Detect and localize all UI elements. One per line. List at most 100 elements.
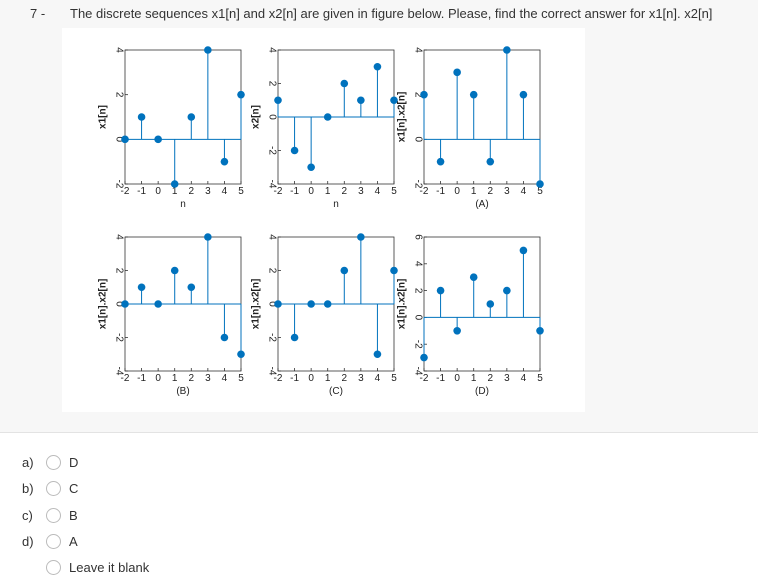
x-tick-label: 4: [375, 373, 381, 384]
stem-marker: [237, 90, 245, 99]
x-axis-label: (D): [475, 386, 489, 397]
option[interactable]: Leave it blank: [22, 560, 149, 575]
x-tick-label: 0: [308, 186, 314, 197]
y-tick-label: 2: [266, 81, 277, 87]
stem-marker: [204, 233, 212, 241]
y-axis-label: x1[n].x2[n]: [397, 92, 408, 143]
x-tick-label: 5: [537, 373, 543, 384]
stem-marker: [469, 90, 478, 99]
x-tick-label: 5: [391, 186, 397, 197]
stem-marker: [323, 300, 332, 308]
x-tick-label: 2: [189, 373, 195, 384]
stem-marker: [170, 266, 179, 275]
x-tick-label: 5: [238, 373, 244, 384]
stem-marker: [357, 233, 365, 241]
x-tick-label: 4: [222, 186, 228, 197]
x-tick-label: 1: [471, 373, 477, 384]
option-letter: b): [22, 481, 34, 496]
stem-marker: [390, 96, 398, 105]
radio[interactable]: [46, 560, 61, 575]
y-tick-label: 2: [266, 268, 277, 274]
stem-marker: [373, 350, 382, 359]
figure-background: [62, 28, 585, 412]
option-label: C: [69, 481, 79, 496]
option[interactable]: a) D: [22, 455, 78, 470]
x-tick-label: 1: [471, 186, 477, 197]
x-tick-label: -1: [137, 186, 146, 197]
stem-marker: [420, 90, 428, 99]
x-tick-label: -2: [274, 373, 283, 384]
y-tick-label: 0: [266, 301, 277, 307]
stem-marker: [340, 266, 349, 275]
x-tick-label: 4: [375, 186, 381, 197]
x-tick-label: 2: [189, 186, 195, 197]
y-tick-label: -4: [113, 367, 124, 376]
stem-marker: [274, 96, 282, 105]
x-tick-label: 0: [308, 373, 314, 384]
stem-marker: [536, 327, 544, 335]
x-tick-label: -2: [121, 186, 130, 197]
x-axis-label: (A): [475, 199, 488, 210]
y-tick-label: -4: [266, 367, 277, 376]
option-letter: a): [22, 455, 34, 470]
stem-marker: [170, 180, 179, 188]
x-tick-label: -2: [420, 186, 429, 197]
y-tick-label: 4: [113, 234, 124, 240]
y-tick-label: 2: [412, 92, 423, 98]
x-tick-label: 2: [342, 373, 348, 384]
x-tick-label: -2: [121, 373, 130, 384]
y-tick-label: 2: [113, 92, 124, 98]
x-tick-label: 0: [454, 186, 460, 197]
stem-marker: [420, 353, 428, 362]
y-tick-label: 2: [113, 268, 124, 274]
y-tick-label: -4: [266, 180, 277, 189]
x-tick-label: -1: [137, 373, 146, 384]
stem-marker: [519, 246, 528, 255]
option[interactable]: c) B: [22, 508, 78, 523]
stem-marker: [503, 286, 511, 295]
stem-marker: [187, 113, 196, 121]
x-tick-label: 1: [172, 186, 178, 197]
option-letter: d): [22, 534, 34, 549]
x-tick-label: 2: [342, 186, 348, 197]
radio[interactable]: [46, 508, 61, 523]
x-tick-label: 5: [391, 373, 397, 384]
x-tick-label: 5: [537, 186, 543, 197]
stem-marker: [154, 135, 162, 144]
y-tick-label: 0: [266, 114, 277, 120]
x-tick-label: -2: [274, 186, 283, 197]
x-tick-label: 0: [454, 373, 460, 384]
y-tick-label: 0: [113, 137, 124, 143]
stem-marker: [323, 113, 332, 121]
y-axis-label: x1[n]: [98, 105, 109, 129]
stem-marker: [503, 46, 511, 54]
option[interactable]: d) A: [22, 534, 78, 549]
x-tick-label: 4: [521, 186, 527, 197]
option[interactable]: b) C: [22, 481, 78, 496]
x-tick-label: 4: [222, 373, 228, 384]
stem-marker: [121, 135, 129, 144]
stem-marker: [187, 283, 196, 292]
y-tick-label: 6: [412, 234, 423, 240]
x-tick-label: 1: [325, 373, 331, 384]
y-tick-label: -4: [412, 367, 423, 376]
stem-marker: [453, 327, 461, 335]
x-tick-label: 3: [205, 186, 211, 197]
stem-marker: [204, 46, 212, 54]
y-tick-label: -2: [412, 340, 423, 349]
stem-marker: [307, 300, 315, 308]
radio[interactable]: [46, 455, 61, 470]
radio[interactable]: [46, 534, 61, 549]
y-tick-label: 0: [412, 315, 423, 321]
option-label: B: [69, 508, 78, 523]
x-tick-label: 3: [504, 186, 510, 197]
x-tick-label: -2: [420, 373, 429, 384]
stem-marker: [220, 333, 229, 342]
x-axis-label: (C): [329, 386, 343, 397]
stem-marker: [137, 113, 146, 121]
question-panel: 7 - The discrete sequences x1[n] and x2[…: [0, 6, 758, 433]
x-tick-label: 4: [521, 373, 527, 384]
radio[interactable]: [46, 481, 61, 496]
question-number: 7 -: [30, 6, 46, 21]
